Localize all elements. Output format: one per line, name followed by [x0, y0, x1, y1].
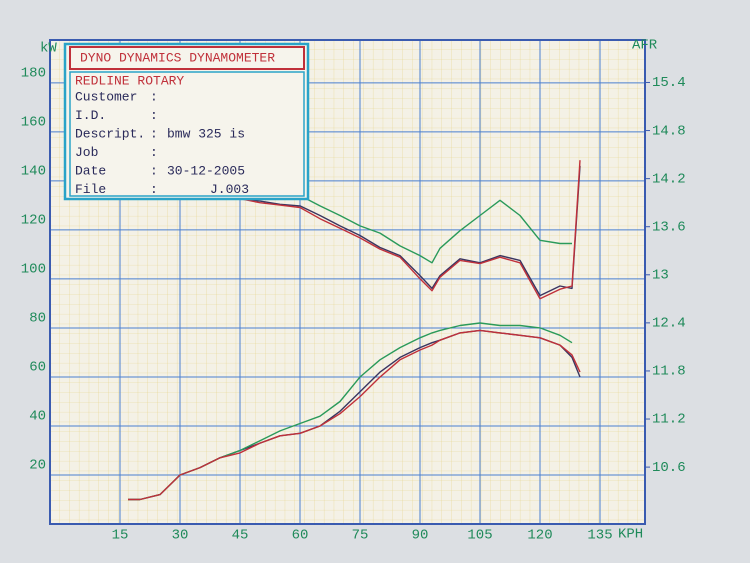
x-tick-label: 45 — [232, 528, 249, 544]
info-text: Customer — [75, 89, 137, 104]
info-text: Date — [75, 163, 106, 178]
info-text: bmw 325 is — [167, 126, 245, 141]
info-text: : — [150, 182, 158, 197]
y2-tick-label: 11.2 — [652, 412, 686, 428]
y-tick-label: 120 — [21, 213, 46, 229]
info-text: : — [150, 145, 158, 160]
y-tick-label: 140 — [21, 164, 46, 180]
info-text: File — [75, 182, 106, 197]
y-tick-label: 60 — [29, 360, 46, 376]
y2-tick-label: 14.8 — [652, 123, 686, 139]
x-axis-label: KPH — [618, 527, 643, 543]
lines — [128, 160, 581, 501]
y2-tick-label: 15.4 — [652, 75, 686, 91]
afr-line — [239, 160, 581, 300]
power-line — [128, 329, 581, 501]
info-text: : — [150, 126, 158, 141]
y2-tick-label: 12.4 — [652, 316, 686, 332]
y2-tick-label: 13 — [652, 267, 669, 283]
y-axis-label: kW — [40, 41, 57, 57]
x-tick-label: 75 — [352, 528, 369, 544]
y2-tick-label: 11.8 — [652, 364, 686, 380]
info-rows: Customer: I.D.: Descript.: bmw 325 is Job: Da… — [75, 89, 249, 197]
plot-frame — [49, 39, 646, 525]
info-box: DYNO DYNAMICS DYNAMOMETER REDLINE ROTARY… — [63, 42, 310, 201]
x-tick-label: 15 — [112, 528, 129, 544]
info-text: 30-12-2005 — [167, 163, 245, 178]
y2-tick-label: 13.6 — [652, 219, 686, 235]
x-tick-label: 120 — [527, 528, 552, 544]
info-text: : — [150, 108, 158, 123]
y2-tick-label: 10.6 — [652, 460, 686, 476]
afr-line — [239, 165, 581, 297]
info-text: Descript. — [75, 126, 145, 141]
y-tick-label: 80 — [29, 311, 46, 327]
info-text: Job — [75, 145, 98, 160]
details-frame — [69, 71, 305, 197]
info-subtitle: REDLINE ROTARY — [75, 73, 184, 88]
x-tick-label: 105 — [467, 528, 492, 544]
y-tick-label: 180 — [21, 66, 46, 82]
x-tick-label: 60 — [292, 528, 309, 544]
x-tick-label: 90 — [412, 528, 429, 544]
info-text: I.D. — [75, 108, 106, 123]
title-frame — [69, 46, 305, 70]
x-tick-label: 135 — [587, 528, 612, 544]
y-tick-label: 160 — [21, 115, 46, 131]
info-text: : — [150, 163, 158, 178]
info-text: : — [150, 89, 158, 104]
y-tick-label: 20 — [29, 458, 46, 474]
info-text: J.003 — [210, 182, 249, 197]
y2-tick-label: 14.2 — [652, 171, 686, 187]
y-tick-label: 100 — [21, 262, 46, 278]
y-tick-label: 40 — [29, 409, 46, 425]
y2-axis-label: AFR — [632, 38, 658, 54]
chart-title: DYNO DYNAMICS DYNAMOMETER — [80, 50, 275, 65]
x-tick-label: 30 — [172, 528, 189, 544]
